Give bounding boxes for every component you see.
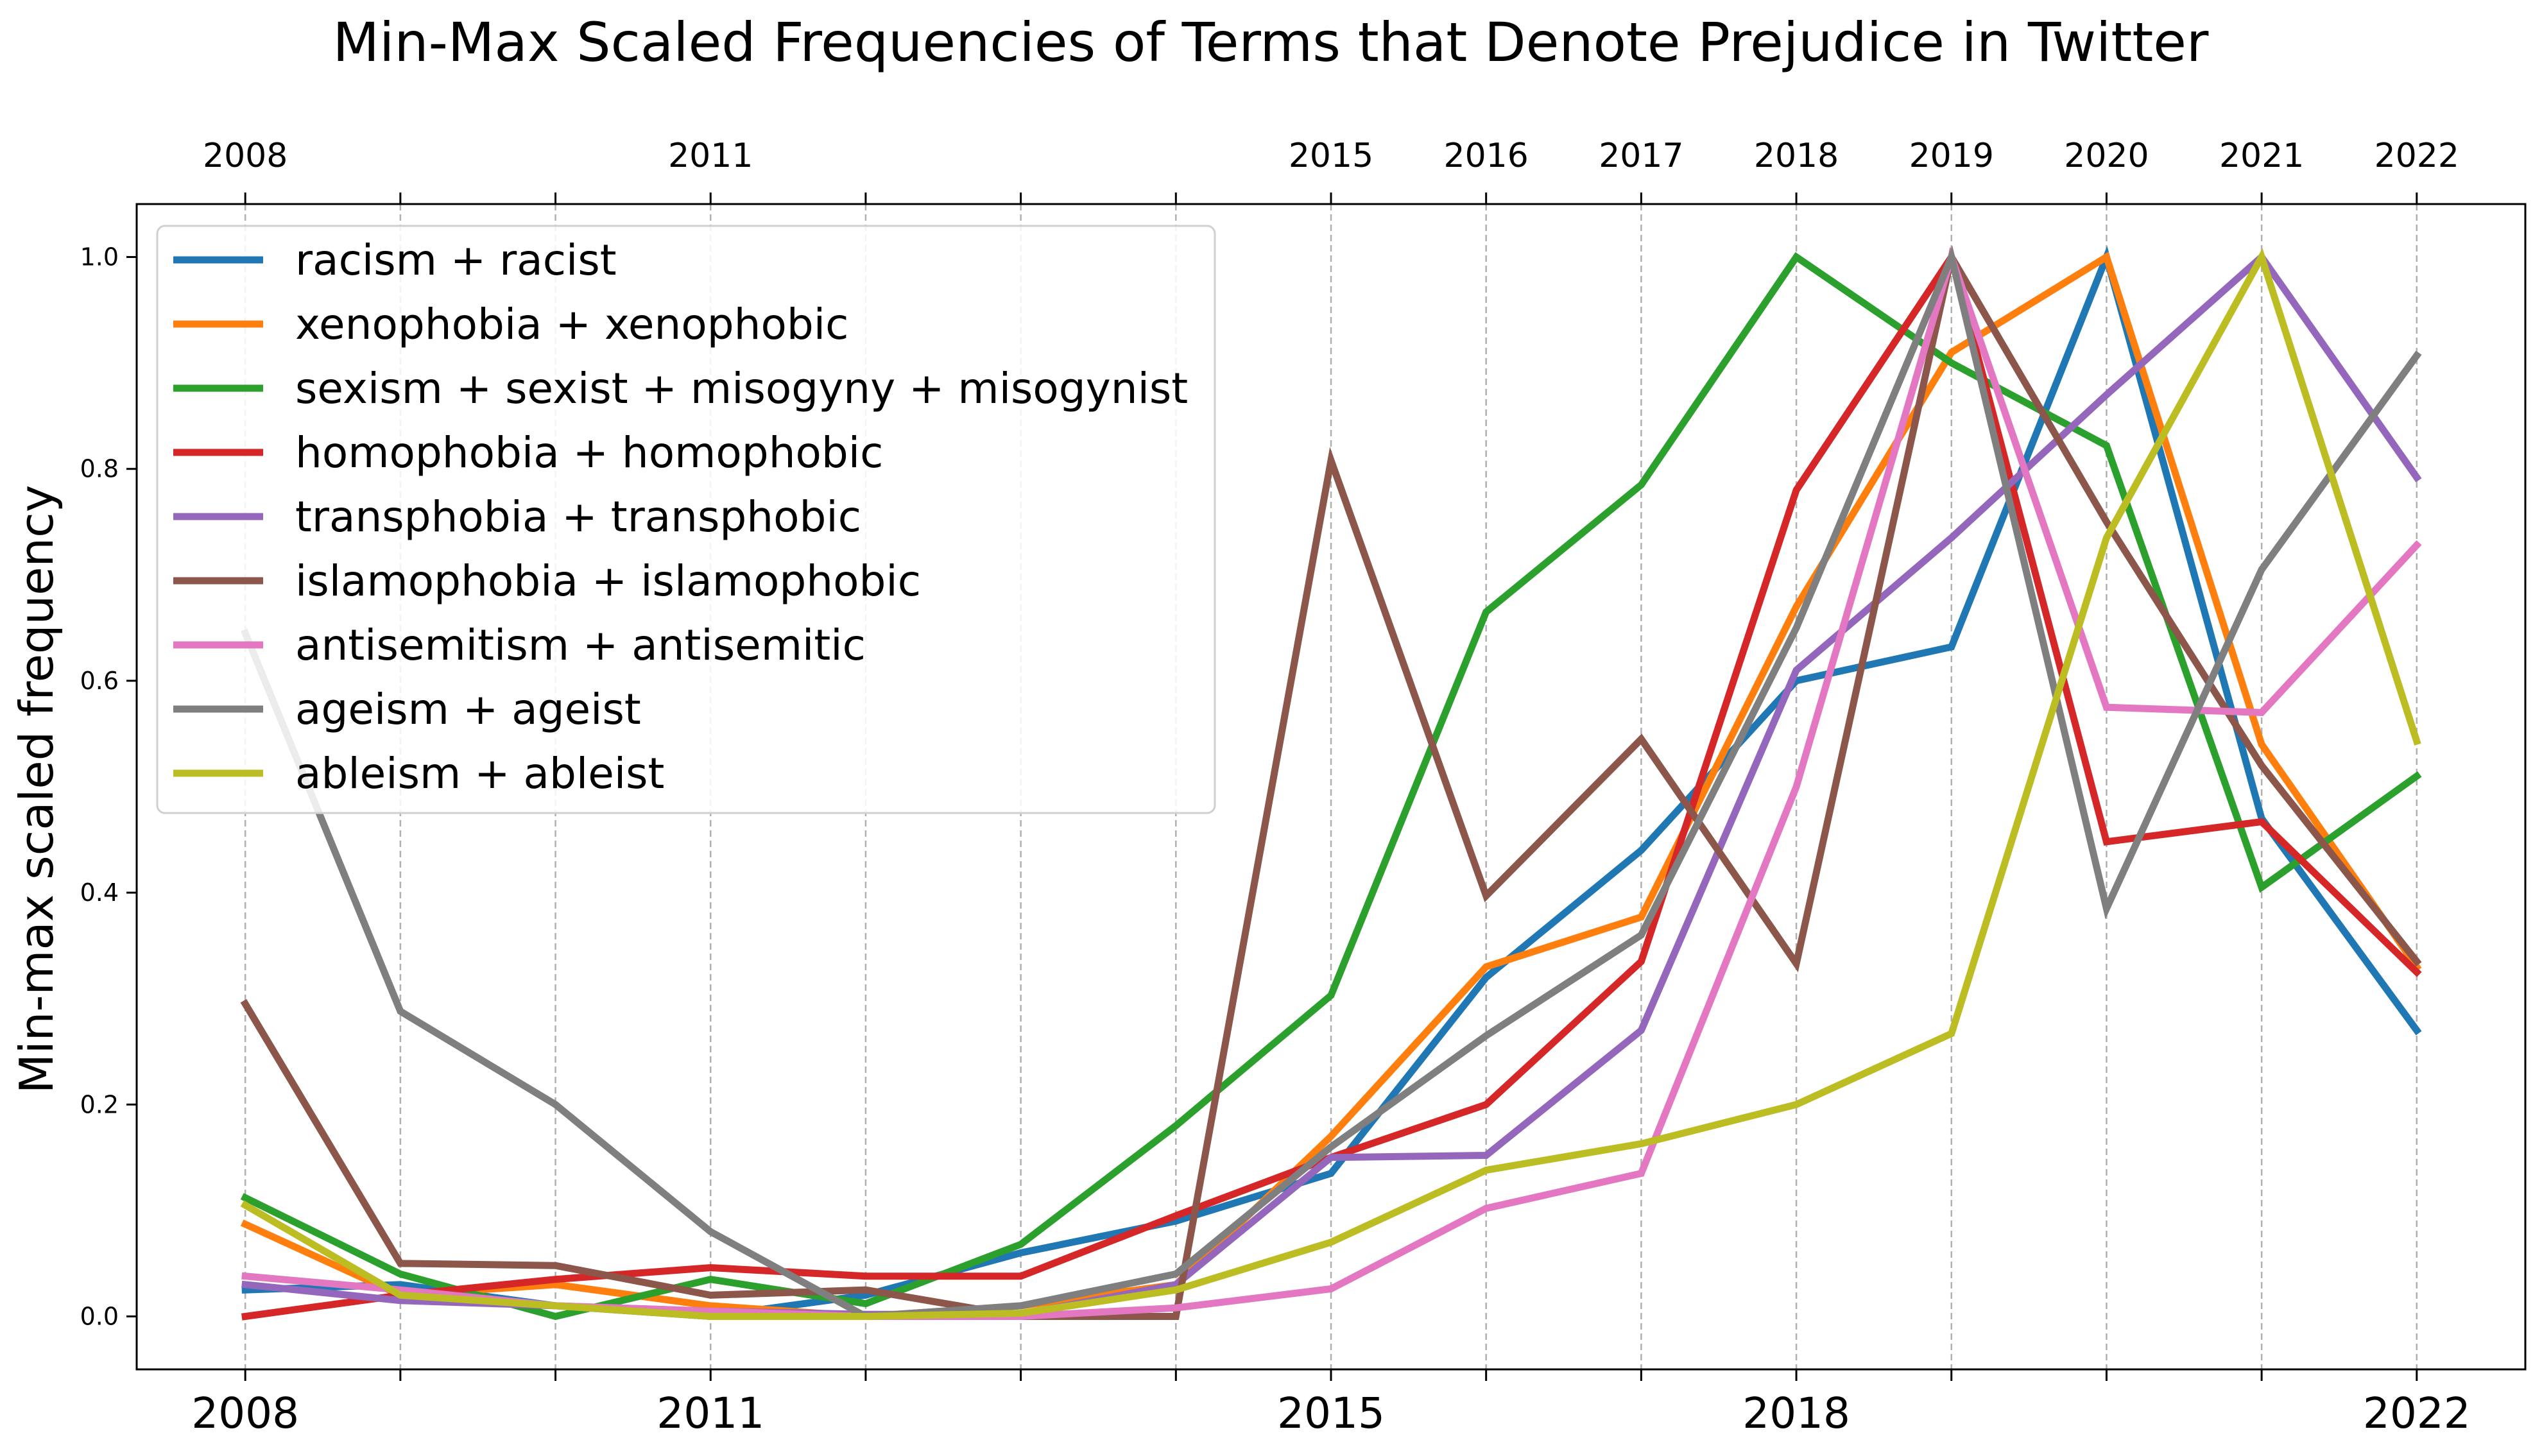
y-tick-label: 0.8 (80, 455, 119, 483)
y-tick-label: 0.0 (80, 1302, 119, 1330)
legend-box (156, 225, 1216, 814)
top-tick-label: 2015 (1289, 137, 1373, 175)
series-line-6 (240, 247, 2422, 1320)
chart-title: Min-Max Scaled Frequencies of Terms that… (333, 11, 2209, 74)
series-line-9 (240, 248, 2421, 1320)
top-tick-label: 2011 (668, 137, 753, 175)
axes: 2008 2011 2015 2016 2017 2018 2019 2020 2021 2022… (80, 137, 2471, 1438)
legend: racism + racist xenophobia + xenophobic se… (156, 225, 1216, 814)
legend-label: homophobia + homophobic (295, 428, 883, 477)
top-tick-label: 2021 (2219, 137, 2304, 175)
legend-label: antisemitism + antisemitic (295, 621, 866, 670)
series-lines (240, 245, 2422, 1321)
bottom-tick-label: 2011 (657, 1389, 764, 1438)
top-tick-label: 2016 (1444, 137, 1529, 175)
y-axis-label: Min-max scaled frequency (10, 485, 64, 1094)
top-tick-label: 2008 (203, 137, 288, 175)
legend-label: sexism + sexist + misogyny + misogynist (295, 364, 1188, 413)
top-tick-label: 2017 (1599, 137, 1683, 175)
bottom-tick-label: 2008 (191, 1389, 299, 1438)
top-tick-label: 2018 (1754, 137, 1839, 175)
legend-label: racism + racist (295, 236, 617, 285)
y-tick-label: 0.4 (80, 878, 119, 907)
bottom-tick-label: 2015 (1277, 1389, 1385, 1438)
series-line-2 (240, 252, 2422, 1321)
legend-label: transphobia + transphobic (295, 492, 861, 542)
legend-label: ageism + ageist (295, 685, 641, 734)
top-tick-label: 2020 (2064, 137, 2149, 175)
bottom-tick-label: 2022 (2363, 1389, 2471, 1438)
y-tick-label: 0.2 (80, 1090, 119, 1118)
top-tick-label: 2022 (2375, 137, 2459, 175)
legend-label: xenophobia + xenophobic (295, 300, 848, 349)
legend-label: ableism + ableist (295, 749, 664, 798)
y-tick-label: 0.6 (80, 667, 119, 695)
bottom-tick-label: 2018 (1742, 1389, 1850, 1438)
y-tick-label: 1.0 (80, 243, 119, 271)
legend-label: islamophobia + islamophobic (295, 556, 921, 606)
top-tick-label: 2019 (1909, 137, 1994, 175)
